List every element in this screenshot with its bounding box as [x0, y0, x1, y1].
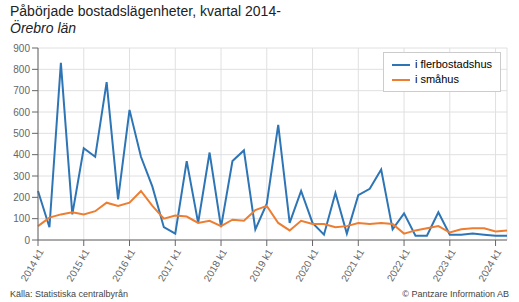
svg-text:2016 k1: 2016 k1 [110, 247, 138, 284]
svg-text:2015 k1: 2015 k1 [64, 247, 92, 284]
svg-text:2019 k1: 2019 k1 [247, 247, 275, 284]
svg-text:100: 100 [13, 213, 30, 224]
svg-text:2021 k1: 2021 k1 [339, 247, 367, 284]
svg-text:2014 k1: 2014 k1 [19, 247, 47, 284]
html-text:© Pantzare Information AB: © Pantzare Information AB [402, 289, 509, 299]
svg-text:300: 300 [13, 171, 30, 182]
svg-text:0: 0 [24, 235, 30, 246]
html-text:i småhus: i småhus [415, 73, 459, 85]
svg-text:600: 600 [13, 107, 30, 118]
html-text:Källa: Statistiska centralbyrå: Källa: Statistiska centralbyrån [10, 289, 129, 299]
svg-text:900: 900 [13, 43, 30, 54]
svg-text:200: 200 [13, 192, 30, 203]
svg-text:2024 k1: 2024 k1 [476, 247, 504, 284]
svg-text:700: 700 [13, 85, 30, 96]
html-text:Påbörjade bostadslägenheter, k: Påbörjade bostadslägenheter, kvartal 201… [10, 3, 281, 19]
svg-text:800: 800 [13, 64, 30, 75]
svg-text:2020 k1: 2020 k1 [293, 247, 321, 284]
svg-text:2018 k1: 2018 k1 [202, 247, 230, 284]
svg-text:2017 k1: 2017 k1 [156, 247, 184, 284]
svg-text:400: 400 [13, 149, 30, 160]
svg-text:2022 k1: 2022 k1 [385, 247, 413, 284]
html-text:Örebro län: Örebro län [10, 20, 77, 36]
html-text:i flerbostadshus: i flerbostadshus [415, 58, 492, 70]
svg-text:2023 k1: 2023 k1 [430, 247, 458, 284]
svg-text:500: 500 [13, 128, 30, 139]
